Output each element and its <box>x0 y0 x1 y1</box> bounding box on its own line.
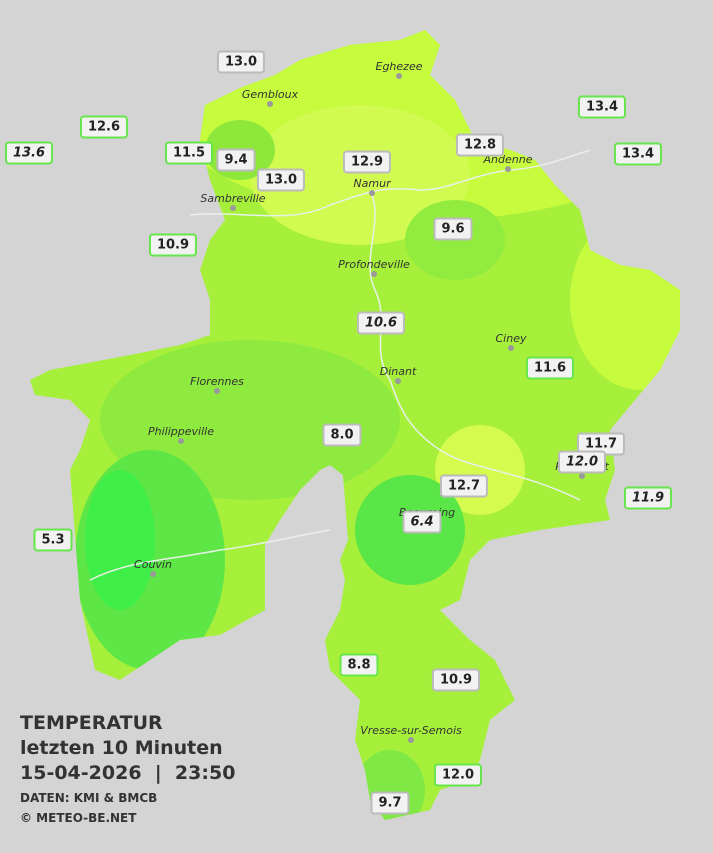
station-value: 11.9 <box>623 486 673 510</box>
city-name: Dinant <box>380 365 417 378</box>
station-value: 12.0 <box>557 450 607 474</box>
river <box>369 189 581 501</box>
station-value: 12.6 <box>79 115 129 139</box>
station-value: 13.6 <box>4 141 54 165</box>
legend-source: DATEN: KMI & BMCB <box>20 791 158 805</box>
station-value: 12.9 <box>342 150 392 174</box>
city-dot <box>408 737 414 743</box>
station-value: 10.6 <box>356 311 406 335</box>
legend-copyright: © METEO-BE.NET <box>20 811 137 825</box>
city-dot <box>230 205 236 211</box>
city-name: Couvin <box>134 558 172 571</box>
station-value: 8.8 <box>339 653 379 677</box>
station-value: 5.3 <box>33 528 73 552</box>
station-value: 6.4 <box>402 510 442 534</box>
city-dot <box>505 166 511 172</box>
legend-datetime: 15-04-2026 | 23:50 <box>20 762 236 784</box>
station-value: 10.9 <box>148 233 198 257</box>
station-value: 10.9 <box>431 668 481 692</box>
station-value: 11.6 <box>525 356 575 380</box>
station-value: 13.4 <box>577 95 627 119</box>
legend-title: TEMPERATUR <box>20 712 163 734</box>
city-name: Profondeville <box>338 258 410 271</box>
city-dot <box>150 571 156 577</box>
station-value: 12.7 <box>439 474 489 498</box>
city-dot <box>396 73 402 79</box>
city-name: Vresse-sur-Semois <box>360 724 462 737</box>
river <box>89 529 331 581</box>
station-value: 9.6 <box>433 217 473 241</box>
city-dot <box>508 345 514 351</box>
city-dot <box>369 190 375 196</box>
station-value: 13.0 <box>216 50 266 74</box>
station-value: 9.4 <box>216 148 256 172</box>
city-dot <box>267 101 273 107</box>
city-name: Namur <box>353 177 392 190</box>
station-value: 13.0 <box>256 168 306 192</box>
city-dot <box>579 473 585 479</box>
city-dot <box>395 378 401 384</box>
station-value: 11.5 <box>164 141 214 165</box>
station-value: 13.4 <box>613 142 663 166</box>
station-value: 12.0 <box>433 763 483 787</box>
city-name: Eghezee <box>376 60 423 73</box>
city-name: Philippeville <box>148 425 214 438</box>
station-value: 8.0 <box>322 423 362 447</box>
legend-subtitle: letzten 10 Minuten <box>20 737 223 759</box>
station-value: 9.7 <box>370 791 410 815</box>
city-name: Sambreville <box>200 192 265 205</box>
city-name: Florennes <box>190 375 244 388</box>
city-dot <box>214 388 220 394</box>
city-dot <box>371 271 377 277</box>
city-name: Ciney <box>496 332 527 345</box>
city-name: Gembloux <box>242 88 299 101</box>
city-dot <box>178 438 184 444</box>
river <box>189 149 591 217</box>
station-value: 12.8 <box>455 133 505 157</box>
